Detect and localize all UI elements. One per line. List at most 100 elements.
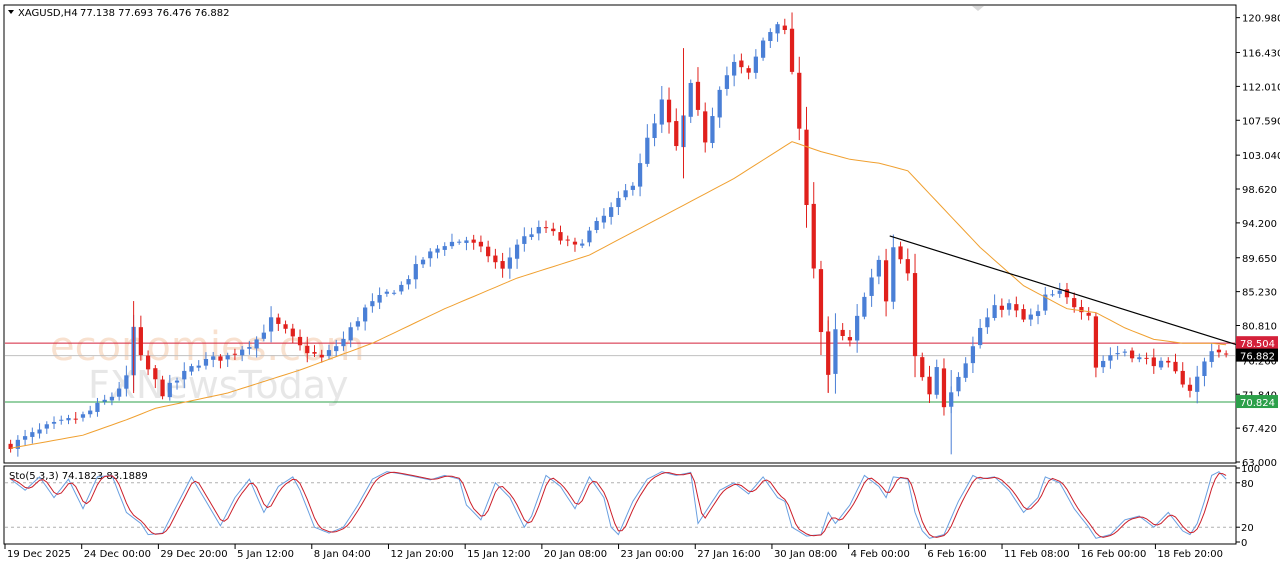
candle-body (1064, 289, 1070, 298)
candle-body (174, 380, 180, 383)
candle-body (920, 357, 925, 378)
candle-body (862, 296, 867, 317)
candle-body (1028, 314, 1033, 320)
candle-body (471, 239, 476, 243)
time-tick-label: 18 Feb 20:00 (1157, 549, 1223, 560)
moving-average-series (10, 141, 1227, 449)
candle-body (268, 317, 274, 332)
candle-body (847, 337, 853, 341)
stochastic-signal-line (10, 471, 1227, 538)
candles-series (8, 12, 1229, 457)
candle-body (1129, 350, 1135, 359)
candle-body (283, 324, 288, 329)
candle-body (565, 239, 570, 241)
candle-body (1202, 361, 1207, 377)
price-tick-label: 98.620 (1242, 185, 1277, 196)
ohlc-readout: 77.138 77.693 76.476 76.882 (80, 8, 230, 19)
candle-body (876, 259, 881, 277)
candle-body (999, 305, 1004, 310)
candle-body (95, 402, 100, 412)
candle-body (44, 424, 49, 429)
candle-body (978, 327, 983, 346)
candle-body (377, 294, 382, 303)
candle-body (753, 56, 758, 73)
candle-body (1050, 294, 1055, 296)
candle-body (138, 327, 143, 356)
stochastic-tick-label: 100 (1241, 464, 1260, 475)
candle-body (355, 321, 361, 327)
price-tick-label: 89.650 (1242, 254, 1277, 265)
candle-body (1108, 355, 1113, 361)
time-axis: 19 Dec 2025 24 Dec 00:00 29 Dec 20:00 5 Jan… (4, 544, 1223, 560)
candle-body (818, 269, 824, 333)
candle-body (240, 349, 245, 356)
candle-body (160, 379, 165, 397)
scroll-marker-icon (972, 6, 984, 11)
candle-body (739, 60, 744, 68)
candle-body (558, 232, 563, 241)
candle-body (724, 75, 730, 89)
candle-body (435, 248, 440, 253)
candle-body (290, 328, 295, 337)
price-tick-label: 107.590 (1242, 116, 1280, 127)
candle-body (464, 240, 469, 243)
candle-body (297, 336, 303, 346)
stochastic-tick-label: 0 (1241, 538, 1247, 549)
candle-body (326, 350, 332, 357)
candle-body (529, 234, 534, 238)
candle-body (507, 257, 512, 269)
candle-body (1006, 303, 1012, 310)
candle-body (1079, 306, 1084, 313)
candle-body (428, 251, 433, 259)
candle-body (182, 370, 187, 380)
candle-body (666, 99, 672, 123)
candle-body (970, 346, 976, 364)
candle-body (189, 366, 194, 372)
candle-body (522, 236, 527, 244)
candle-body (905, 259, 910, 274)
support-label-text: 70.824 (1240, 398, 1275, 409)
descending-trendline[interactable] (889, 235, 1274, 357)
candle-body (992, 305, 997, 318)
stochastic-series (5, 471, 1235, 539)
price-tick-label: 85.230 (1242, 288, 1277, 299)
candle-body (312, 352, 317, 354)
candle-body (384, 291, 389, 294)
candle-body (746, 68, 751, 73)
candle-body (674, 121, 679, 147)
candle-body (514, 244, 520, 259)
candle-body (717, 89, 722, 118)
candle-body (211, 356, 216, 360)
candle-body (1158, 360, 1164, 368)
candle-body (768, 32, 773, 42)
candle-body (956, 376, 961, 392)
price-tick-label: 112.010 (1242, 82, 1280, 93)
candle-body (1224, 353, 1229, 355)
price-tick-label: 76.260 (1242, 356, 1277, 367)
candle-body (927, 376, 932, 395)
candle-body (124, 375, 129, 389)
time-tick-label: 8 Jan 04:00 (314, 549, 371, 560)
time-tick-label: 15 Jan 12:00 (467, 549, 530, 560)
candle-body (1151, 357, 1156, 367)
collapse-triangle-icon[interactable] (8, 10, 14, 14)
candle-body (985, 317, 990, 328)
candle-body (934, 367, 939, 395)
candle-body (15, 439, 20, 449)
candle-body (855, 315, 860, 341)
horizontal-levels (5, 342, 1235, 403)
candle-body (334, 346, 339, 352)
candle-body (370, 301, 375, 307)
candle-body (254, 339, 259, 349)
price-tick-label: 63.000 (1242, 458, 1277, 469)
price-tick-label: 94.200 (1242, 219, 1277, 230)
candle-body (587, 230, 592, 243)
candle-body (645, 137, 650, 164)
candle-body (486, 246, 491, 257)
stochastic-axis: 100 80 20 0 (1236, 464, 1260, 549)
moving-average-line (10, 141, 1227, 449)
candle-body (703, 111, 708, 143)
candle-body (1122, 351, 1127, 353)
candle-body (413, 264, 418, 280)
